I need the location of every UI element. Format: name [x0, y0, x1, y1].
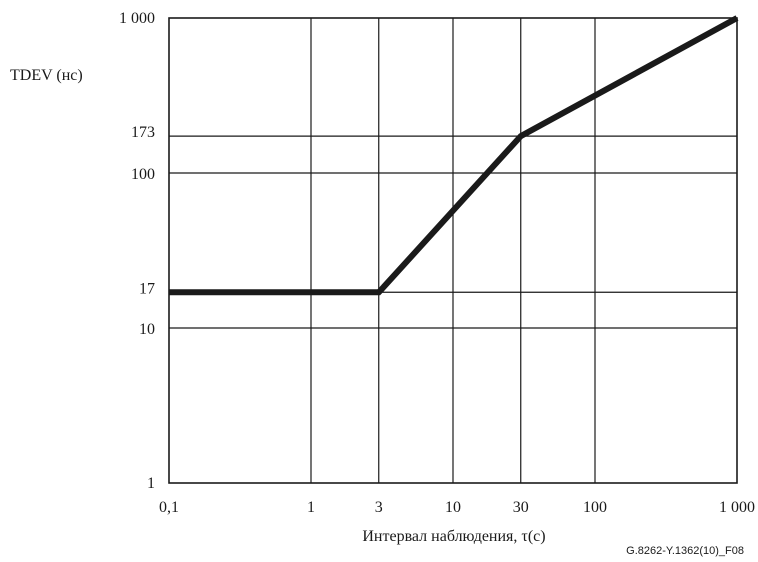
x-tick-label: 10 [445, 499, 461, 516]
figure-id: G.8262-Y.1362(10)_F08 [626, 545, 744, 557]
x-tick-label: 3 [375, 499, 383, 516]
x-tick-label: 0,1 [159, 499, 179, 516]
y-tick-label: 100 [131, 166, 155, 183]
y-tick-label: 173 [131, 124, 155, 141]
x-tick-label: 30 [513, 499, 529, 516]
series-line [169, 15, 739, 296]
series-layer [169, 15, 739, 296]
grid-lines [169, 18, 737, 483]
y-axis-label: TDEV (нс) [10, 67, 83, 84]
x-axis-label: Интервал наблюдения, τ(с) [362, 528, 545, 545]
y-tick-label: 10 [139, 321, 155, 338]
x-tick-label: 100 [583, 499, 607, 516]
y-tick-label: 17 [139, 280, 155, 297]
plot-frame [168, 17, 738, 484]
x-tick-label: 1 000 [719, 499, 755, 516]
x-tick-label: 1 [307, 499, 315, 516]
x-tick-labels: 0,1 1 3 10 30 100 1 000 [159, 499, 755, 516]
y-tick-label: 1 [147, 475, 155, 492]
y-tick-label: 1 000 [119, 10, 155, 27]
y-tick-labels: 1 10 17 100 173 1 000 [119, 10, 155, 492]
